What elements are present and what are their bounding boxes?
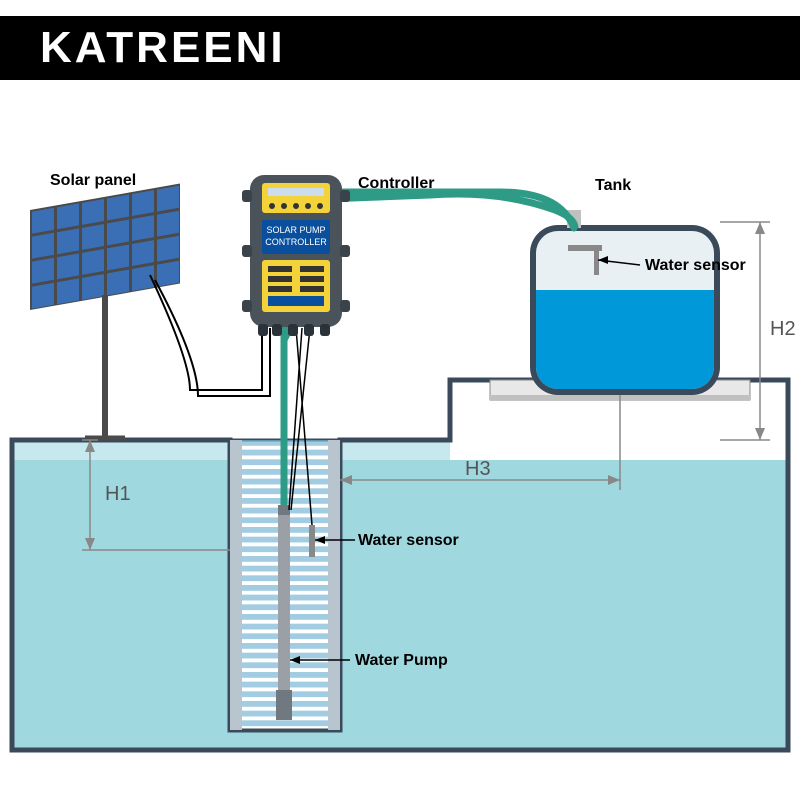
controller: SOLAR PUMP CONTROLLER <box>242 175 350 336</box>
label-controller: Controller <box>358 175 434 192</box>
brand-bar: KATREENI <box>0 16 800 80</box>
wire-solar-to-controller <box>150 275 262 390</box>
label-h1: H1 <box>105 483 131 505</box>
water-pump <box>276 505 292 720</box>
label-pump: Water Pump <box>355 652 448 669</box>
label-tank-sensor: Water sensor <box>645 257 746 274</box>
solar-panel <box>30 184 180 440</box>
label-solar-panel: Solar panel <box>50 172 136 189</box>
controller-text-1: SOLAR PUMP <box>266 225 325 235</box>
diagram-svg: SOLAR PUMP CONTROLLER H1 H2 <box>0 80 800 800</box>
plateau-water-edge <box>450 440 788 460</box>
controller-text-2: CONTROLLER <box>265 237 327 247</box>
diagram-canvas: SOLAR PUMP CONTROLLER H1 H2 <box>0 80 800 800</box>
tank <box>530 210 720 395</box>
label-tank: Tank <box>595 177 631 194</box>
label-h2: H2 <box>770 318 796 340</box>
label-h3: H3 <box>465 458 491 480</box>
label-well-sensor: Water sensor <box>358 532 459 549</box>
brand-logo: KATREENI <box>40 23 286 73</box>
